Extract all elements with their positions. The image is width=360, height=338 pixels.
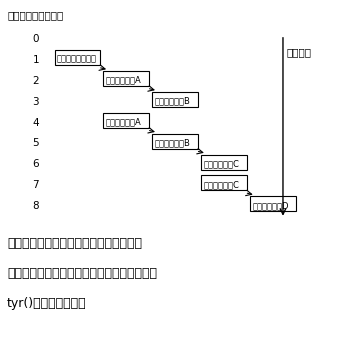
Text: サブルーチンC: サブルーチンC bbox=[203, 159, 239, 168]
Text: 強制終了: 強制終了 bbox=[286, 48, 311, 57]
Text: サブルーチンD: サブルーチンD bbox=[252, 201, 289, 210]
Text: 図２作業の進行に伴ってサブルーチンが: 図２作業の進行に伴ってサブルーチンが bbox=[7, 237, 142, 249]
Text: サブルーチンの深さ: サブルーチンの深さ bbox=[7, 10, 63, 20]
Text: tyr()を多く用いる）: tyr()を多く用いる） bbox=[7, 297, 87, 310]
Bar bbox=[201, 154, 247, 170]
Text: メインプログラム: メインプログラム bbox=[57, 55, 97, 64]
Text: サブルーチンB: サブルーチンB bbox=[155, 138, 190, 147]
Text: サブルーチンA: サブルーチンA bbox=[106, 117, 141, 126]
Text: サブルーチンA: サブルーチンA bbox=[106, 76, 141, 85]
Bar bbox=[152, 134, 198, 149]
Bar bbox=[152, 92, 198, 107]
Bar bbox=[55, 50, 100, 65]
Bar bbox=[201, 175, 247, 190]
Text: サブルーチンB: サブルーチンB bbox=[155, 97, 190, 105]
Bar bbox=[250, 196, 296, 211]
Bar bbox=[103, 113, 149, 128]
Text: 深化していく様子（作業が中断しないように: 深化していく様子（作業が中断しないように bbox=[7, 267, 157, 280]
Text: サブルーチンC: サブルーチンC bbox=[203, 180, 239, 189]
Bar bbox=[103, 71, 149, 86]
